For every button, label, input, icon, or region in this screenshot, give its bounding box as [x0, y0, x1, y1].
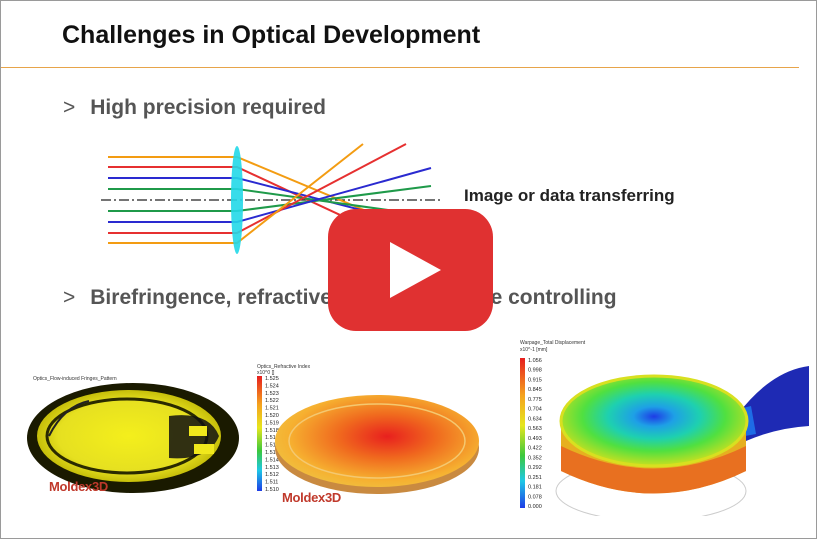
optics-ray-diagram — [101, 143, 441, 254]
legend-value: 1.513 — [265, 465, 279, 471]
legend-value: 1.056 — [528, 358, 542, 364]
legend-value: 0.634 — [528, 416, 542, 422]
refractive-index-panel: Optics_Refractive Index x10^0 [] — [247, 356, 487, 506]
legend-value: 1.511 — [265, 480, 278, 486]
diagram-label: Image or data transferring — [464, 186, 675, 205]
legend-value: 1.520 — [265, 413, 279, 419]
legend-value: 0.915 — [528, 377, 542, 383]
warpage-image: 1.056 0.998 0.915 0.845 0.775 0.704 0.634 0.563… — [520, 358, 809, 516]
color-legend: 1.056 0.998 0.915 0.845 0.775 0.704 0.634 0.563… — [528, 358, 542, 510]
legend-value: 1.517 — [265, 435, 279, 441]
legend-value: 1.519 — [265, 420, 279, 426]
moldex3d-logo: Moldex3D — [282, 490, 342, 505]
legend-value: 1.522 — [265, 398, 279, 404]
legend-value: 1.515 — [265, 450, 279, 456]
fringe-pattern-image — [27, 383, 239, 493]
panel-unit: x10^-1 [mm] — [520, 347, 548, 353]
legend-value: 0.251 — [528, 475, 542, 481]
legend-value: 1.512 — [265, 472, 279, 478]
legend-value: 1.514 — [265, 457, 279, 463]
legend-value: 0.998 — [528, 368, 542, 374]
legend-value: 0.181 — [528, 485, 542, 491]
legend-value: 0.563 — [528, 426, 542, 432]
bullet-high-precision: > High precision required — [63, 96, 326, 120]
legend-value: 0.078 — [528, 494, 542, 500]
legend-value: 1.516 — [265, 443, 279, 449]
moldex3d-logo: Moldex3D — [49, 479, 109, 494]
legend-value: 1.518 — [265, 428, 279, 434]
panel-title: Optics_Refractive Index — [257, 364, 311, 370]
bullet-marker: > — [63, 286, 76, 309]
legend-value: 1.524 — [265, 383, 279, 389]
bullet-text: High precision required — [90, 96, 326, 119]
title-divider — [1, 67, 799, 68]
legend-value: 1.523 — [265, 391, 279, 397]
play-button[interactable] — [328, 209, 493, 331]
fringe-pattern-panel: Optics_Flow-induced Fringes_Pattern Mold… — [19, 366, 241, 499]
legend-value: 0.000 — [528, 504, 542, 510]
legend-value: 0.352 — [528, 455, 542, 461]
panel-title: Warpage_Total Displacement — [520, 340, 586, 346]
legend-value: 0.845 — [528, 387, 542, 393]
legend-value: 0.493 — [528, 436, 542, 442]
legend-value: 1.510 — [265, 487, 279, 493]
bullet-marker: > — [63, 96, 76, 119]
legend-value: 1.521 — [265, 406, 279, 412]
legend-value: 1.525 — [265, 376, 279, 382]
legend-value: 0.704 — [528, 407, 542, 413]
panel-title: Optics_Flow-induced Fringes_Pattern — [33, 376, 117, 382]
legend-value: 0.775 — [528, 397, 542, 403]
legend-value: 0.292 — [528, 465, 542, 471]
slide-title: Challenges in Optical Development — [62, 21, 481, 49]
legend-value: 0.422 — [528, 446, 542, 452]
warpage-panel: Warpage_Total Displacement x10^-1 [mm] — [506, 336, 809, 516]
panel-unit: x10^0 [] — [257, 370, 275, 376]
lens — [231, 146, 243, 254]
play-icon — [390, 242, 441, 298]
